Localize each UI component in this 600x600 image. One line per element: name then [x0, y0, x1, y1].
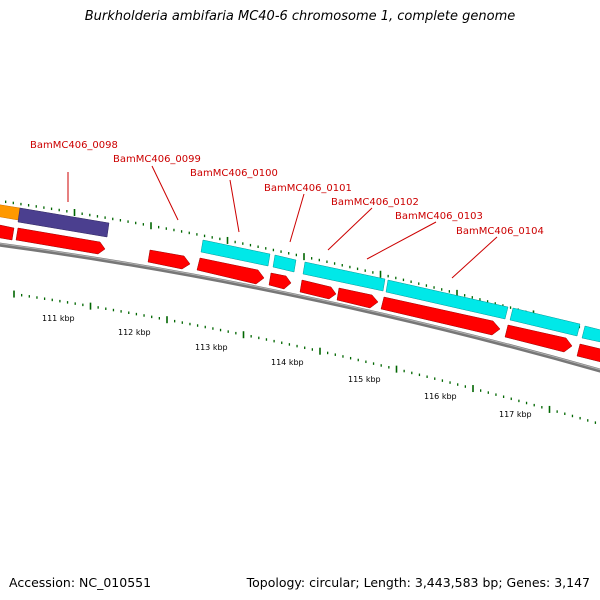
gene-bar-0105[interactable]	[581, 325, 600, 343]
label-leader-0101	[289, 193, 305, 243]
gene-label-0099[interactable]: BamMC406_0099	[113, 154, 201, 165]
cds-arrow-0102a[interactable]	[299, 279, 337, 300]
gene-label-0100[interactable]: BamMC406_0100	[190, 168, 278, 179]
gene-bar-0101[interactable]	[272, 254, 297, 273]
label-leader-0102	[327, 207, 373, 251]
gene-label-0102[interactable]: BamMC406_0102	[331, 197, 419, 208]
label-leader-0100	[229, 179, 240, 233]
cds-arrow-a[interactable]	[0, 224, 15, 241]
label-leader-0103	[366, 221, 437, 260]
gene-bar-0100[interactable]	[200, 239, 271, 267]
gene-label-0104[interactable]: BamMC406_0104	[456, 226, 544, 237]
cds-arrow-0102b[interactable]	[336, 287, 379, 309]
accession-label: Accession: NC_010551	[9, 575, 152, 590]
gene-label-0098[interactable]: BamMC406_0098	[30, 140, 118, 151]
feature-gene-purple[interactable]	[17, 207, 110, 238]
gene-bar-0102[interactable]	[302, 261, 386, 292]
gene-label-0101[interactable]: BamMC406_0101	[264, 183, 352, 194]
gene-bar-0103[interactable]	[385, 279, 509, 320]
tick-label-115: 115 kbp	[348, 375, 381, 384]
cds-arrow-0103[interactable]	[380, 296, 501, 336]
tick-label-113: 113 kbp	[195, 343, 228, 352]
chromosome-backbone	[0, 242, 600, 373]
tick-label-112: 112 kbp	[118, 328, 151, 337]
map-title: Burkholderia ambifaria MC40-6 chromosome…	[84, 9, 516, 24]
gene-label-0103[interactable]: BamMC406_0103	[395, 211, 483, 222]
tick-label-116: 116 kbp	[424, 392, 457, 401]
chromosome-backbone-highlight	[0, 243, 600, 371]
tick-label-111: 111 kbp	[42, 314, 75, 323]
cds-arrow-0100[interactable]	[196, 257, 265, 285]
tick-row-lower	[13, 290, 597, 424]
tick-label-114: 114 kbp	[271, 358, 304, 367]
cds-arrow-0101[interactable]	[268, 272, 292, 290]
label-leader-0104	[451, 236, 498, 279]
feature-orange[interactable]	[0, 204, 21, 221]
genome-summary: Topology: circular; Length: 3,443,583 bp…	[246, 575, 590, 590]
tick-label-117: 117 kbp	[499, 410, 532, 419]
label-leader-0099	[151, 165, 179, 221]
cds-arrow-0098[interactable]	[15, 227, 106, 255]
cds-arrow-0099[interactable]	[147, 249, 191, 270]
gene-bar-0104[interactable]	[509, 307, 581, 337]
cds-arrow-0105[interactable]	[576, 343, 600, 363]
cds-arrow-0104[interactable]	[504, 324, 573, 353]
